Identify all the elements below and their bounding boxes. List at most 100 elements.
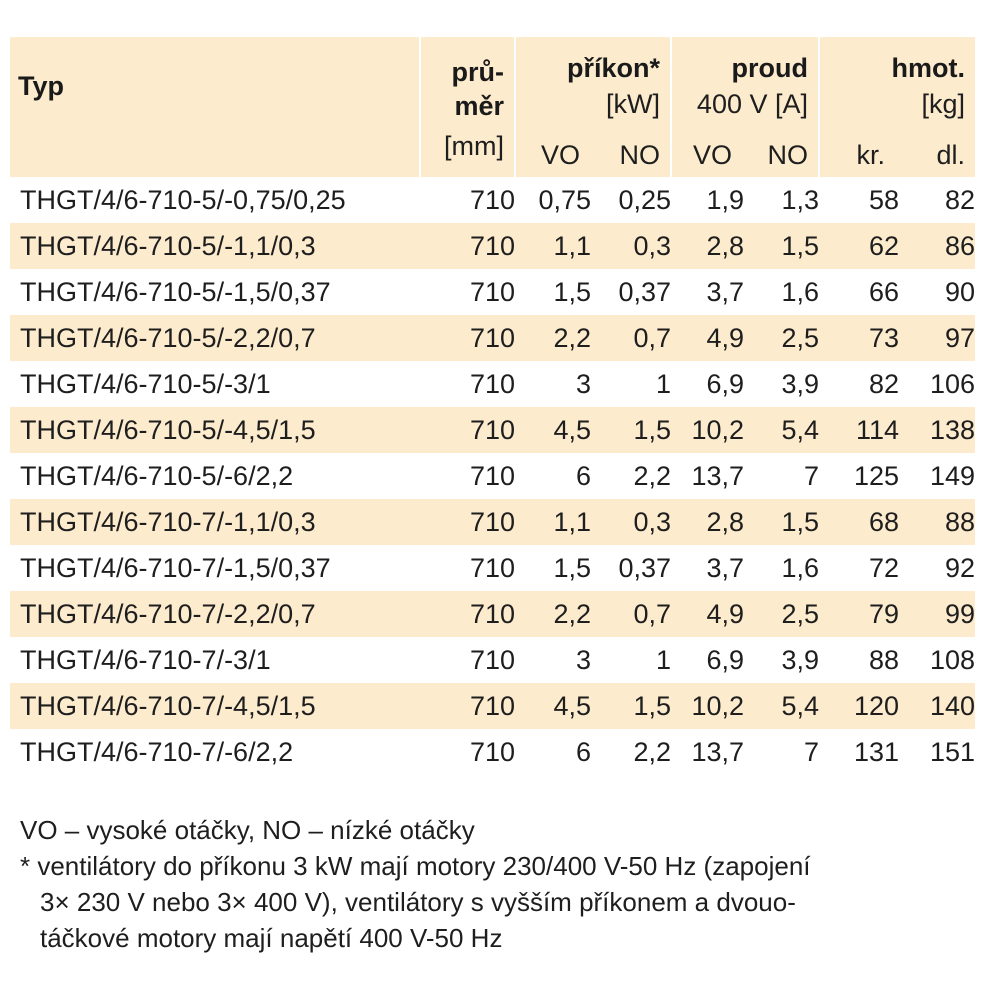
cell-hmot-dl: 106 <box>929 369 975 399</box>
table-row: THGT/4/6-710-5/-4,5/1,5 710 4,5 1,5 10,2 5,4 1… <box>10 407 975 453</box>
cell-proud-no: 1,6 <box>781 277 819 307</box>
cell-typ: THGT/4/6-710-5/-2,2/0,7 <box>20 323 316 353</box>
cell-prumer: 710 <box>469 737 515 767</box>
cell-typ: THGT/4/6-710-7/-1,5/0,37 <box>20 553 331 583</box>
table-row: THGT/4/6-710-7/-2,2/0,7 710 2,2 0,7 4,9 2,5 79… <box>10 591 975 637</box>
cell-hmot-kr: 66 <box>868 277 899 307</box>
cell-hmot-dl: 82 <box>944 185 975 215</box>
header-typ: Typ <box>10 37 421 177</box>
header-prumer-line1: prů- <box>451 57 504 87</box>
table-header-row: Typ prů- měr [mm] příkon* [kW] VO NO <box>10 37 975 177</box>
cell-hmot-kr: 72 <box>868 553 899 583</box>
cell-prumer: 710 <box>469 185 515 215</box>
cell-prikon-vo: 6 <box>575 737 591 767</box>
cell-proud-vo: 3,7 <box>706 553 744 583</box>
cell-prumer: 710 <box>469 415 515 445</box>
cell-prikon-vo: 3 <box>575 369 591 399</box>
cell-proud-vo: 13,7 <box>691 461 744 491</box>
cell-prumer: 710 <box>469 369 515 399</box>
fan-spec-table: Typ prů- měr [mm] příkon* [kW] VO NO <box>10 37 975 775</box>
table-row: THGT/4/6-710-5/-1,1/0,3 710 1,1 0,3 2,8 1,5 62… <box>10 223 975 269</box>
cell-typ: THGT/4/6-710-5/-0,75/0,25 <box>20 185 346 215</box>
header-proud-no: NO <box>767 140 809 170</box>
cell-prikon-vo: 1,5 <box>553 277 591 307</box>
cell-prumer: 710 <box>469 691 515 721</box>
cell-hmot-dl: 86 <box>944 231 975 261</box>
cell-proud-no: 1,5 <box>781 231 819 261</box>
cell-prikon-no: 1,5 <box>633 691 671 721</box>
header-prumer-unit: [mm] <box>444 131 504 161</box>
cell-prumer: 710 <box>469 645 515 675</box>
cell-proud-vo: 2,8 <box>706 231 744 261</box>
cell-hmot-dl: 151 <box>929 737 975 767</box>
cell-hmot-dl: 92 <box>944 553 975 583</box>
cell-prikon-no: 1 <box>655 645 671 675</box>
header-prumer-line2: měr <box>454 91 504 121</box>
cell-prumer: 710 <box>469 599 515 629</box>
cell-hmot-kr: 73 <box>868 323 899 353</box>
cell-proud-vo: 13,7 <box>691 737 744 767</box>
cell-prumer: 710 <box>469 553 515 583</box>
table-row: THGT/4/6-710-7/-4,5/1,5 710 4,5 1,5 10,2 5,4 1… <box>10 683 975 729</box>
cell-prikon-vo: 0,75 <box>538 185 591 215</box>
cell-typ: THGT/4/6-710-7/-4,5/1,5 <box>20 691 316 721</box>
cell-prumer: 710 <box>469 323 515 353</box>
header-hmot: hmot. [kg] kr. dl. <box>819 37 975 177</box>
cell-prikon-no: 0,37 <box>618 553 671 583</box>
table-row: THGT/4/6-710-5/-2,2/0,7 710 2,2 0,7 4,9 2,5 73… <box>10 315 975 361</box>
header-prikon: příkon* [kW] VO NO <box>515 37 672 177</box>
cell-proud-vo: 6,9 <box>706 645 744 675</box>
header-proud-vo: VO <box>692 140 732 170</box>
cell-proud-no: 5,4 <box>781 691 819 721</box>
table-row: THGT/4/6-710-7/-3/1 710 3 1 6,9 3,9 88 108 <box>10 637 975 683</box>
header-prikon-title: příkon* <box>566 53 660 83</box>
cell-prumer: 710 <box>469 231 515 261</box>
cell-prikon-no: 1,5 <box>633 415 671 445</box>
cell-hmot-kr: 88 <box>868 645 899 675</box>
cell-prikon-vo: 2,2 <box>553 599 591 629</box>
cell-hmot-dl: 108 <box>929 645 975 675</box>
table-row: THGT/4/6-710-7/-1,5/0,37 710 1,5 0,37 3,7 1,6… <box>10 545 975 591</box>
cell-typ: THGT/4/6-710-5/-1,1/0,3 <box>20 231 316 261</box>
notes: VO – vysoké otáčky, NO – nízké otáčky * … <box>20 812 980 956</box>
cell-proud-vo: 3,7 <box>706 277 744 307</box>
header-hmot-title: hmot. <box>891 53 966 83</box>
cell-prikon-no: 0,7 <box>633 323 671 353</box>
cell-hmot-kr: 82 <box>868 369 899 399</box>
cell-typ: THGT/4/6-710-7/-3/1 <box>20 645 271 675</box>
cell-proud-no: 5,4 <box>781 415 819 445</box>
header-proud: proud 400 V [A] VO NO <box>671 37 820 177</box>
cell-prikon-vo: 1,1 <box>553 231 591 261</box>
table-row: THGT/4/6-710-5/-1,5/0,37 710 1,5 0,37 3,7 1,6… <box>10 269 975 315</box>
cell-proud-vo: 1,9 <box>706 185 744 215</box>
header-hmot-unit: [kg] <box>921 89 965 119</box>
cell-hmot-dl: 99 <box>944 599 975 629</box>
cell-proud-no: 2,5 <box>781 599 819 629</box>
cell-prumer: 710 <box>469 461 515 491</box>
cell-prikon-no: 1 <box>655 369 671 399</box>
cell-proud-vo: 10,2 <box>691 691 744 721</box>
table-body: THGT/4/6-710-5/-0,75/0,25 710 0,75 0,25 1,9 1… <box>10 177 975 775</box>
cell-hmot-dl: 97 <box>944 323 975 353</box>
table-row: THGT/4/6-710-7/-1,1/0,3 710 1,1 0,3 2,8 1,5 68… <box>10 499 975 545</box>
cell-hmot-dl: 138 <box>929 415 975 445</box>
cell-hmot-kr: 120 <box>853 691 899 721</box>
cell-hmot-kr: 58 <box>868 185 899 215</box>
cell-proud-no: 3,9 <box>781 369 819 399</box>
cell-prikon-vo: 3 <box>575 645 591 675</box>
cell-prumer: 710 <box>469 507 515 537</box>
cell-hmot-dl: 149 <box>929 461 975 491</box>
cell-prikon-no: 0,3 <box>633 231 671 261</box>
header-typ-label: Typ <box>18 71 64 101</box>
header-hmot-kr: kr. <box>856 140 885 170</box>
cell-prikon-vo: 4,5 <box>553 415 591 445</box>
table-row: THGT/4/6-710-7/-6/2,2 710 6 2,2 13,7 7 131 151 <box>10 729 975 775</box>
cell-typ: THGT/4/6-710-5/-6/2,2 <box>20 461 294 491</box>
header-proud-title: proud <box>731 53 808 83</box>
cell-prikon-no: 0,7 <box>633 599 671 629</box>
cell-typ: THGT/4/6-710-7/-2,2/0,7 <box>20 599 316 629</box>
footnote-line: * ventilátory do příkonu 3 kW mají motor… <box>20 851 811 881</box>
cell-proud-no: 2,5 <box>781 323 819 353</box>
table-row: THGT/4/6-710-5/-6/2,2 710 6 2,2 13,7 7 125 149 <box>10 453 975 499</box>
header-proud-unit: 400 V [A] <box>696 89 808 119</box>
